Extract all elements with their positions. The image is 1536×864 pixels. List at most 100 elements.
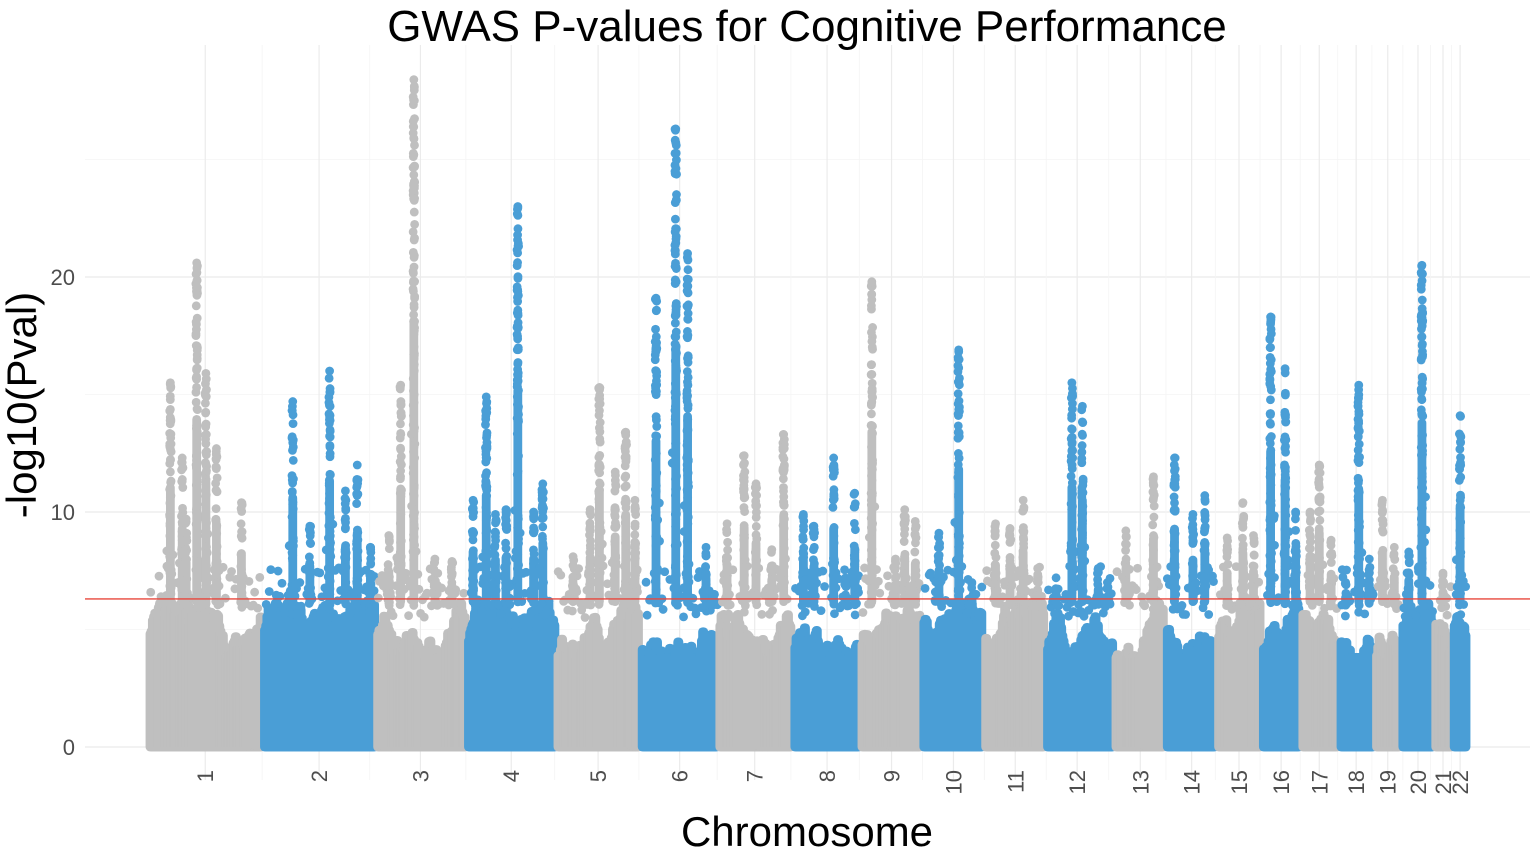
data-point — [1318, 560, 1328, 570]
data-point — [1459, 600, 1469, 609]
data-point — [408, 148, 418, 158]
data-point — [764, 598, 774, 607]
data-point — [288, 556, 298, 566]
data-point — [1078, 474, 1088, 484]
data-point — [1066, 547, 1075, 557]
data-point — [628, 576, 638, 586]
data-point — [953, 354, 963, 364]
data-point — [751, 501, 761, 510]
data-point — [287, 432, 297, 442]
data-point — [166, 455, 175, 464]
data-point — [936, 576, 946, 586]
data-point — [410, 140, 419, 150]
peak-point — [201, 368, 211, 378]
data-point — [419, 612, 429, 622]
data-point — [1121, 546, 1130, 555]
data-point — [683, 404, 693, 413]
data-point — [671, 485, 681, 494]
data-point — [621, 440, 631, 450]
data-point — [930, 595, 940, 605]
data-point — [1105, 598, 1115, 608]
data-point — [866, 360, 876, 370]
data-point — [588, 578, 597, 587]
data-point — [288, 419, 298, 429]
data-point — [513, 248, 523, 258]
data-point — [510, 505, 520, 515]
data-point — [341, 505, 351, 515]
data-point — [683, 377, 692, 387]
data-point — [868, 519, 877, 529]
data-point — [723, 545, 733, 555]
chromosome-12-points — [1043, 378, 1118, 752]
data-point — [1080, 556, 1090, 566]
data-point — [200, 421, 210, 431]
data-point — [1290, 570, 1300, 580]
data-point — [202, 466, 211, 476]
data-point — [910, 547, 920, 557]
data-point — [220, 593, 230, 603]
data-point — [1187, 584, 1197, 594]
data-point — [908, 585, 918, 595]
data-point — [409, 207, 419, 217]
data-point — [1416, 384, 1426, 394]
data-point — [830, 558, 839, 567]
data-point — [1269, 511, 1279, 521]
data-point — [670, 318, 680, 328]
data-point — [1381, 593, 1390, 603]
data-point — [621, 471, 631, 481]
data-point — [362, 582, 372, 592]
data-point — [1267, 548, 1276, 558]
x-tick-label: 3 — [408, 770, 433, 782]
data-point — [1353, 473, 1363, 483]
peak-point — [595, 383, 604, 392]
data-point — [353, 489, 363, 499]
data-point — [1078, 418, 1088, 428]
data-point — [671, 140, 681, 150]
data-point — [933, 551, 943, 561]
data-point — [751, 570, 761, 580]
data-point — [1280, 390, 1290, 400]
data-point — [537, 491, 547, 500]
x-tick-label: 1 — [193, 770, 218, 782]
data-point — [747, 590, 757, 600]
data-point — [1121, 539, 1130, 549]
chromosome-5-points — [553, 383, 643, 752]
data-point — [340, 515, 350, 525]
data-point — [1353, 445, 1363, 455]
peak-point — [701, 542, 711, 552]
data-point — [837, 600, 847, 610]
data-point — [920, 583, 930, 593]
y-tick-label: 10 — [51, 500, 75, 525]
data-point — [993, 599, 1003, 608]
data-point — [165, 429, 175, 438]
data-point — [237, 533, 247, 543]
data-point — [1200, 572, 1209, 582]
data-point — [1005, 553, 1015, 562]
data-point — [1353, 414, 1363, 424]
data-point — [1452, 582, 1462, 592]
data-point — [1077, 454, 1087, 463]
peak-point — [1249, 531, 1258, 540]
chromosome-14-points — [1162, 453, 1220, 752]
data-point — [373, 593, 383, 603]
data-point — [277, 578, 287, 588]
peak-point — [491, 509, 500, 519]
data-point — [395, 433, 405, 443]
data-point — [1238, 540, 1248, 550]
data-point — [867, 385, 877, 395]
data-point — [468, 527, 478, 536]
data-point — [683, 314, 693, 324]
data-point — [883, 571, 892, 581]
data-point — [780, 577, 789, 587]
data-point — [621, 499, 631, 508]
chromosome-20-points — [1398, 260, 1437, 752]
data-point — [739, 503, 749, 512]
data-point — [192, 355, 202, 365]
data-point — [1266, 329, 1276, 339]
data-point — [866, 599, 876, 609]
data-point — [365, 607, 374, 617]
data-point — [1454, 475, 1464, 485]
data-point — [177, 475, 187, 484]
data-point — [829, 485, 839, 495]
data-point — [582, 585, 592, 595]
